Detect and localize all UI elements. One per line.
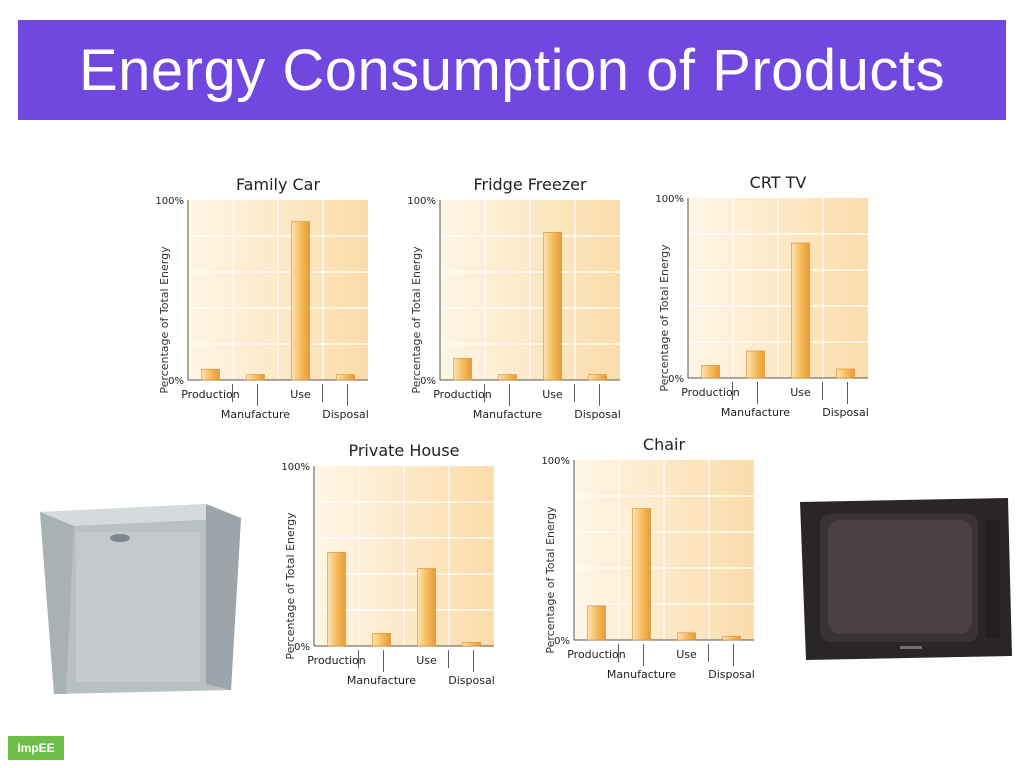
bar-disposal: [588, 374, 607, 381]
bar-manufacture: [632, 508, 651, 641]
category-label: Disposal: [448, 674, 495, 687]
category-label: Disposal: [708, 668, 755, 681]
category-label: Use: [542, 388, 563, 401]
y-tick-label: 100%: [155, 196, 184, 207]
category-label: Manufacture: [473, 408, 542, 421]
impee-logo: ImpEE: [8, 736, 64, 760]
bar-use: [291, 221, 310, 381]
category-label: Manufacture: [221, 408, 290, 421]
title-bar: Energy Consumption of Products: [18, 20, 1006, 120]
bar-use: [791, 242, 810, 379]
bar-disposal: [722, 636, 741, 641]
category-label: Production: [307, 654, 366, 667]
category-label: Disposal: [574, 408, 621, 421]
y-axis-label: Percentage of Total Energy: [544, 506, 557, 654]
category-label: Use: [676, 648, 697, 661]
y-tick-label: 0%: [668, 374, 684, 385]
bar-disposal: [836, 368, 855, 379]
logo-text: ImpEE: [17, 741, 55, 755]
bar-manufacture: [372, 633, 391, 647]
chart-title: Private House: [348, 441, 459, 460]
slide-title: Energy Consumption of Products: [78, 37, 946, 103]
category-label: Production: [181, 388, 240, 401]
bar-manufacture: [746, 350, 765, 379]
y-tick-label: 0%: [420, 376, 436, 387]
y-tick-label: 100%: [281, 462, 310, 473]
category-label: Use: [290, 388, 311, 401]
category-label: Disposal: [822, 406, 869, 419]
chart-title: Chair: [643, 435, 686, 454]
chart-title: Family Car: [236, 175, 321, 194]
bar-production: [587, 605, 606, 641]
crt-tv-photo: [796, 496, 1016, 668]
fridge-photo: [36, 498, 246, 702]
y-tick-label: 100%: [407, 196, 436, 207]
category-label: Use: [790, 386, 811, 399]
y-axis-label: Percentage of Total Energy: [658, 244, 671, 392]
category-label: Production: [567, 648, 626, 661]
y-axis-label: Percentage of Total Energy: [284, 512, 297, 660]
y-tick-label: 0%: [168, 376, 184, 387]
bar-production: [327, 552, 346, 647]
y-tick-label: 100%: [541, 456, 570, 467]
bar-production: [701, 365, 720, 379]
chart-title: CRT TV: [750, 173, 807, 192]
bar-use: [417, 568, 436, 647]
category-label: Manufacture: [607, 668, 676, 681]
bar-use: [677, 632, 696, 641]
bar-production: [201, 368, 220, 381]
y-axis-label: Percentage of Total Energy: [410, 246, 423, 394]
chart-fridge-freezer: Fridge Freezer 100% 0% Percentage of Total …: [402, 170, 632, 434]
chart-chair: Chair 100% 0% Percentage of Total Energy Pro…: [536, 430, 766, 694]
chart-title: Fridge Freezer: [473, 175, 587, 194]
category-label: Manufacture: [721, 406, 790, 419]
y-axis-label: Percentage of Total Energy: [158, 246, 171, 394]
bar-manufacture: [246, 374, 265, 381]
category-label: Disposal: [322, 408, 369, 421]
bar-use: [543, 232, 562, 381]
bar-production: [453, 358, 472, 381]
chart-private-house: Private House 100% 0% Percentage of Total E…: [276, 436, 506, 700]
category-label: Manufacture: [347, 674, 416, 687]
y-tick-label: 0%: [294, 642, 310, 653]
category-label: Production: [433, 388, 492, 401]
y-tick-label: 100%: [655, 194, 684, 205]
chart-family-car: Family Car 100% 0% Percentage of Total Ener…: [150, 170, 380, 434]
bar-disposal: [336, 374, 355, 381]
bar-disposal: [462, 642, 481, 647]
y-tick-label: 0%: [554, 636, 570, 647]
category-label: Use: [416, 654, 437, 667]
chart-crt-tv: CRT TV 100% 0% Percentage of Total Energy Pr…: [650, 168, 880, 432]
bar-manufacture: [498, 374, 517, 381]
category-label: Production: [681, 386, 740, 399]
